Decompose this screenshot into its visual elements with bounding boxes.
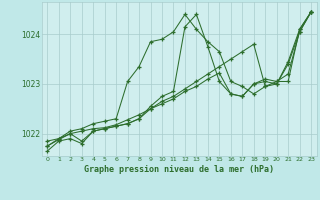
X-axis label: Graphe pression niveau de la mer (hPa): Graphe pression niveau de la mer (hPa) — [84, 165, 274, 174]
